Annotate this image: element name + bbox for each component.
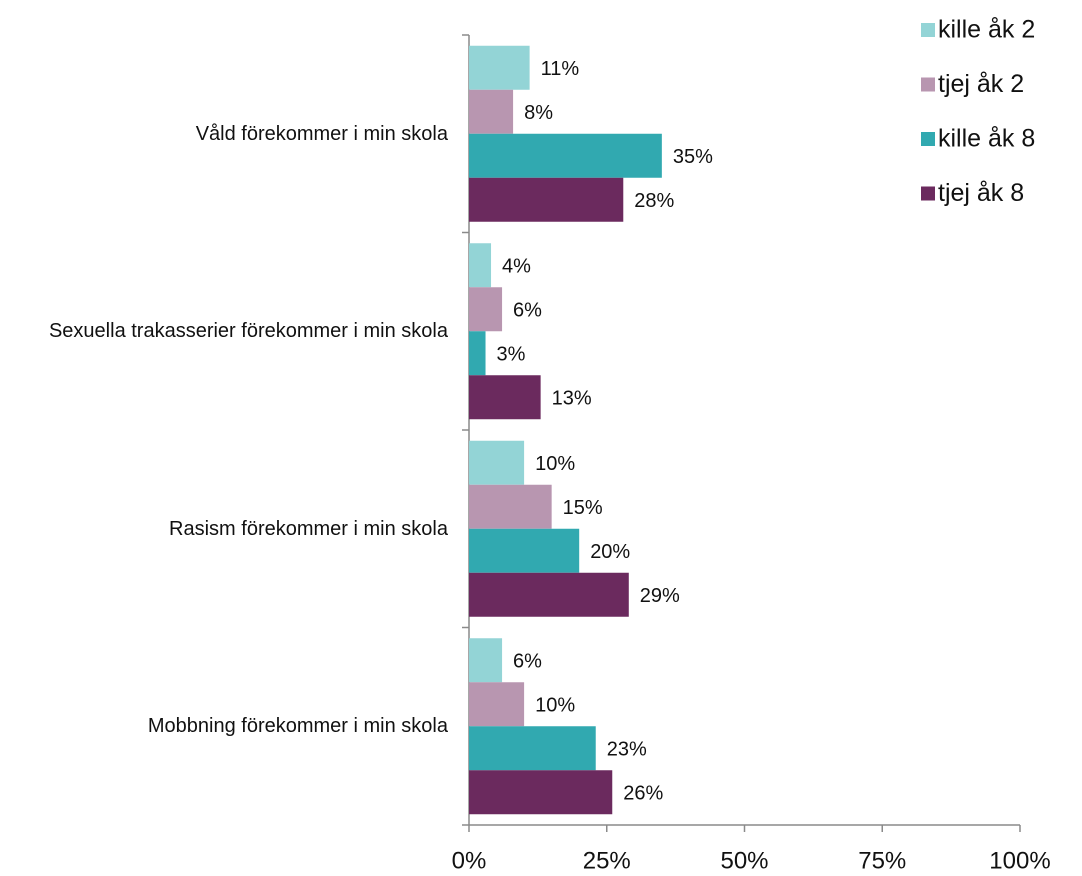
x-tick-label: 50%	[720, 847, 768, 874]
data-label: 10%	[535, 453, 575, 475]
category-text: Mobbning förekommer i min skola	[147, 715, 448, 738]
category-text: Våld förekommer i min skola	[195, 122, 448, 145]
bar	[469, 331, 486, 376]
bar	[469, 726, 596, 771]
category-label: Rasism förekommer i min skola	[0, 512, 448, 546]
data-label: 15%	[563, 497, 603, 519]
bar	[469, 243, 492, 288]
category-text: Sexuella trakasserier förekommer i min s…	[48, 320, 448, 343]
bar	[469, 638, 503, 683]
bar	[469, 572, 629, 617]
legend-label: tjej åk 2	[938, 70, 1024, 98]
data-label: 13%	[552, 388, 592, 410]
bar	[469, 45, 530, 90]
data-label: 10%	[535, 695, 575, 717]
legend-swatch	[921, 132, 935, 146]
bar	[469, 375, 541, 420]
x-tick-label: 25%	[583, 847, 631, 874]
bar	[469, 682, 525, 727]
x-tick-label: 75%	[858, 847, 906, 874]
bar	[469, 133, 662, 178]
bar	[469, 287, 503, 332]
bar	[469, 177, 624, 222]
legend-label: tjej åk 8	[938, 179, 1024, 207]
bar	[469, 528, 580, 573]
x-tick-label: 100%	[989, 847, 1050, 874]
data-label: 35%	[673, 146, 713, 168]
legend-swatch	[921, 77, 935, 92]
bar	[469, 770, 613, 815]
data-label: 4%	[502, 256, 531, 278]
data-label: 23%	[607, 739, 647, 761]
bar	[469, 440, 525, 485]
data-label: 3%	[497, 344, 526, 366]
data-label: 20%	[590, 541, 630, 563]
data-label: 29%	[640, 585, 680, 607]
category-label: Våld förekommer i min skola	[0, 117, 448, 151]
data-label: 28%	[634, 190, 674, 212]
bar	[469, 484, 552, 529]
category-text: Rasism förekommer i min skola	[169, 517, 448, 540]
data-label: 8%	[524, 102, 553, 124]
category-label: Sexuella trakasserier förekommer i min s…	[0, 314, 448, 348]
x-tick-label: 0%	[452, 847, 487, 874]
legend-label: kille åk 2	[938, 16, 1035, 44]
data-label: 6%	[513, 300, 542, 322]
bar	[469, 89, 514, 134]
legend-swatch	[921, 23, 935, 37]
data-label: 6%	[513, 651, 542, 673]
legend-label: kille åk 8	[938, 125, 1035, 153]
data-label: 11%	[541, 58, 580, 80]
data-label: 26%	[623, 783, 663, 805]
legend-swatch	[921, 186, 935, 201]
category-label: Mobbning förekommer i min skola	[0, 709, 448, 743]
